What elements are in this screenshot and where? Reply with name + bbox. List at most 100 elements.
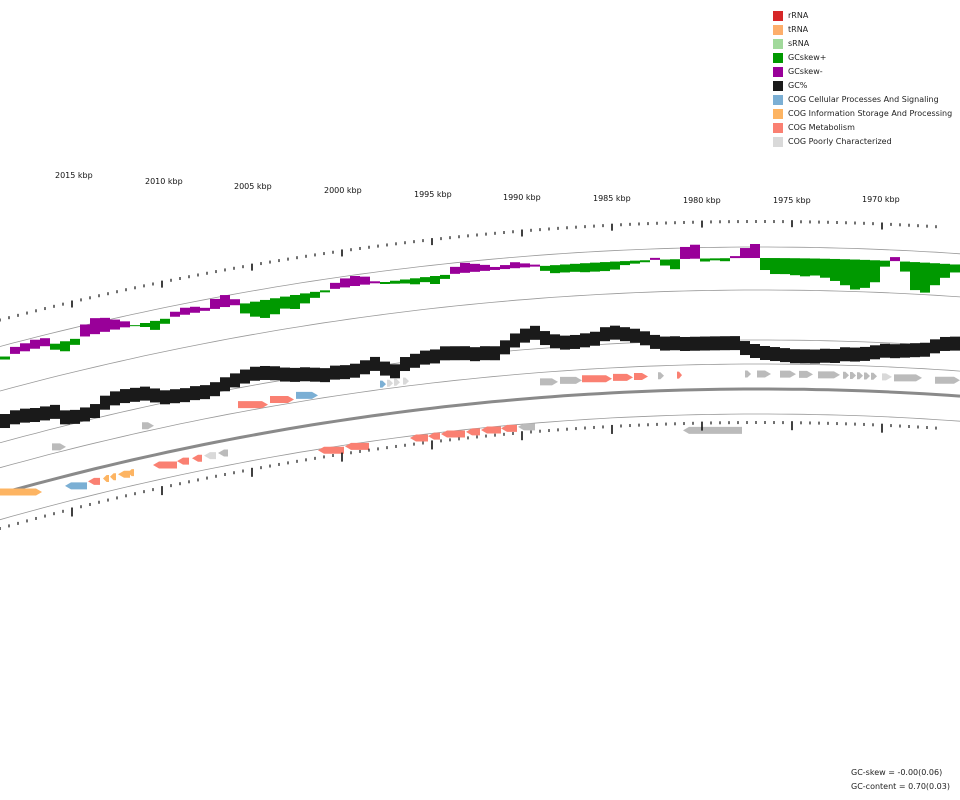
tick-label-1970: 1970 kbp: [862, 195, 900, 204]
reverse-gene-arrow: [466, 428, 480, 436]
gc-content-bar: [390, 364, 400, 379]
gc-content-bar: [610, 325, 620, 340]
gc-content-bar: [150, 388, 160, 403]
gc-skew-bar: [150, 320, 160, 330]
legend-swatch: [773, 25, 783, 35]
gc-content-bar: [710, 336, 720, 351]
legend-label: rRNA: [788, 11, 809, 20]
gc-content-bar: [340, 365, 350, 380]
gc-skew-bar: [430, 276, 440, 285]
gc-skew-bar: [250, 301, 260, 317]
gc-skew-bar: [560, 264, 570, 273]
forward-gene-arrow: [864, 372, 870, 380]
legend-item-cog-poorly: COG Poorly Characterized: [773, 135, 952, 149]
gc-content-bar: [480, 346, 490, 361]
gc-content-bar: [820, 348, 830, 363]
forward-gene-arrow: [857, 372, 863, 380]
gc-content-bar: [900, 343, 910, 358]
gc-content-bar: [830, 348, 840, 363]
legend-swatch: [773, 95, 783, 105]
gc-skew-bar: [700, 258, 710, 262]
legend-label: COG Information Storage And Processing: [788, 109, 953, 118]
forward-gene-arrow: [935, 376, 960, 384]
gc-skew-bar: [80, 324, 90, 337]
forward-gene-arrow: [757, 370, 771, 378]
gc-skew-bar: [350, 276, 360, 287]
gc-skew-bar: [750, 244, 760, 259]
forward-gene-arrow: [843, 371, 849, 379]
gc-content-bar: [300, 367, 310, 382]
gc-content-bar: [580, 333, 590, 348]
reverse-gene-arrow: [428, 432, 440, 440]
gc-skew-bar: [820, 258, 830, 278]
gc-content-bar: [250, 366, 260, 381]
gc-content-bar: [170, 389, 180, 404]
scale-labels: 2015 kbp 2010 kbp 2005 kbp 2000 kbp 1995…: [55, 171, 900, 205]
gc-skew-bar: [580, 263, 590, 273]
legend-label: COG Poorly Characterized: [788, 137, 892, 146]
tick-label-1990: 1990 kbp: [503, 193, 541, 202]
gc-skew-bar: [940, 263, 950, 278]
gc-content-bar: [530, 325, 540, 340]
gc-content-bar: [130, 387, 140, 402]
gc-skew-bar: [70, 338, 80, 345]
track-ring-1: [0, 289, 960, 392]
gc-content-bar: [890, 344, 900, 359]
gc-content-bar: [470, 347, 480, 362]
gc-skew-bar: [90, 318, 100, 335]
gc-content-bar: [240, 369, 250, 384]
gc-skew-bar: [780, 258, 790, 275]
gc-skew-bar: [720, 258, 730, 262]
legend-item-cog-metabolism: COG Metabolism: [773, 121, 952, 135]
tick-label-2010: 2010 kbp: [145, 177, 183, 186]
gc-skew-bar: [30, 339, 40, 349]
gc-skew-bar: [680, 246, 690, 259]
gc-skew-bar: [190, 306, 200, 313]
legend-item-srna: sRNA: [773, 37, 952, 51]
gc-content-bar: [850, 347, 860, 362]
track-ring-0: [0, 246, 960, 347]
gc-content-bar: [90, 404, 100, 419]
gc-content-bar: [190, 386, 200, 401]
gc-content-bar: [520, 328, 530, 343]
forward-gene-arrow: [560, 376, 582, 384]
legend-label: tRNA: [788, 25, 809, 34]
tick-label-1975: 1975 kbp: [773, 196, 811, 205]
gc-content-bar: [70, 409, 80, 424]
trna-gene-block: [0, 488, 42, 496]
gc-content-bar: [690, 336, 700, 351]
gc-skew-bar: [440, 274, 450, 279]
forward-gene-arrow: [882, 373, 892, 381]
gc-skew-bar: [310, 291, 320, 298]
gc-skew-bar: [280, 296, 290, 309]
gc-skew-bar: [670, 259, 680, 270]
gc-content-bar: [60, 410, 70, 425]
gc-skew-bar: [870, 260, 880, 283]
gc-content-bar: [280, 367, 290, 382]
gc-skew-bar: [0, 356, 10, 360]
gc-content-bar: [590, 331, 600, 346]
gc-content-bar: [0, 414, 10, 429]
gc-content-bar: [760, 346, 770, 361]
gene-features: [0, 370, 960, 496]
tick-label-2015: 2015 kbp: [55, 171, 93, 180]
legend-label: GCskew-: [788, 67, 823, 76]
gc-skew-bar: [50, 343, 60, 350]
tick-label-2000: 2000 kbp: [324, 186, 362, 195]
gc-content-bar: [540, 331, 550, 346]
gc-skew-bar: [730, 256, 740, 259]
track-ring-4: [0, 413, 960, 521]
reverse-gene-arrow: [683, 426, 742, 434]
gc-skew-stat: GC-skew = -0.00(0.06): [851, 768, 943, 777]
gc-content-bar: [400, 357, 410, 372]
gc-skew-bar: [340, 278, 350, 288]
forward-gene-arrow: [270, 396, 294, 404]
legend-swatch: [773, 109, 783, 119]
gc-content-bar: [840, 347, 850, 362]
reverse-gene-arrow: [192, 454, 202, 462]
gc-content-bar: [950, 336, 960, 351]
gc-skew-bar: [640, 260, 650, 263]
gc-content-bar: [650, 334, 660, 349]
forward-gene-arrow: [745, 370, 751, 378]
reverse-gene-arrow: [518, 423, 535, 431]
